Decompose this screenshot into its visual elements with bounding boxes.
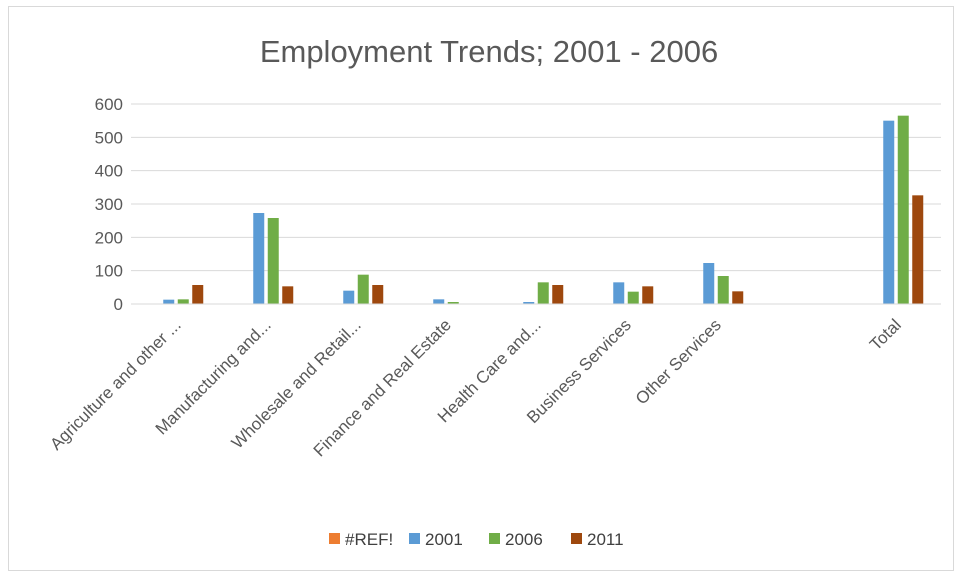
chart-title: Employment Trends; 2001 - 2006: [260, 34, 718, 69]
legend-label: 2001: [425, 530, 463, 549]
legend-label: #REF!: [345, 530, 393, 549]
category-label: Total: [866, 315, 905, 354]
bar: [267, 218, 279, 304]
category-labels: Agriculture and other ...Manufacturing a…: [46, 315, 904, 460]
bar: [163, 299, 175, 304]
y-tick-label: 200: [95, 228, 123, 247]
bar: [372, 285, 384, 304]
legend-swatch: [489, 533, 500, 544]
bar: [357, 274, 369, 304]
bar: [523, 302, 535, 304]
employment-bar-chart: Employment Trends; 2001 - 2006 0 100 200 30…: [46, 34, 941, 549]
bar: [192, 285, 204, 304]
y-tick-label: 400: [95, 162, 123, 181]
legend: #REF! 2001 2006 2011: [329, 530, 624, 549]
bar: [703, 263, 715, 304]
bar: [343, 290, 355, 304]
legend-swatch: [329, 533, 340, 544]
bar: [282, 286, 294, 304]
y-tick-label: 500: [95, 128, 123, 147]
chart-frame: Employment Trends; 2001 - 2006 0 100 200 30…: [8, 6, 954, 571]
bar: [627, 291, 639, 304]
bars: [163, 115, 924, 305]
y-tick-label: 600: [95, 95, 123, 114]
bar: [447, 302, 459, 304]
bar: [177, 299, 189, 304]
bar: [897, 115, 909, 305]
legend-label: 2011: [587, 530, 624, 549]
bar: [732, 291, 744, 304]
gridlines: [131, 103, 941, 272]
bar: [537, 282, 549, 304]
bar: [883, 120, 895, 305]
bar: [433, 299, 445, 304]
bar: [912, 195, 924, 304]
y-tick-label: 300: [95, 195, 123, 214]
legend-swatch: [571, 533, 582, 544]
bar: [613, 282, 625, 304]
bar: [642, 286, 654, 304]
y-tick-label: 0: [114, 295, 123, 314]
bar: [552, 285, 564, 304]
legend-label: 2006: [505, 530, 543, 549]
y-axis-ticks: 0 100 200 300 400 500 600: [95, 95, 123, 314]
category-label: Other Services: [632, 315, 725, 408]
legend-swatch: [409, 533, 420, 544]
bar: [253, 213, 265, 304]
y-tick-label: 100: [95, 262, 123, 281]
bar: [717, 276, 729, 304]
